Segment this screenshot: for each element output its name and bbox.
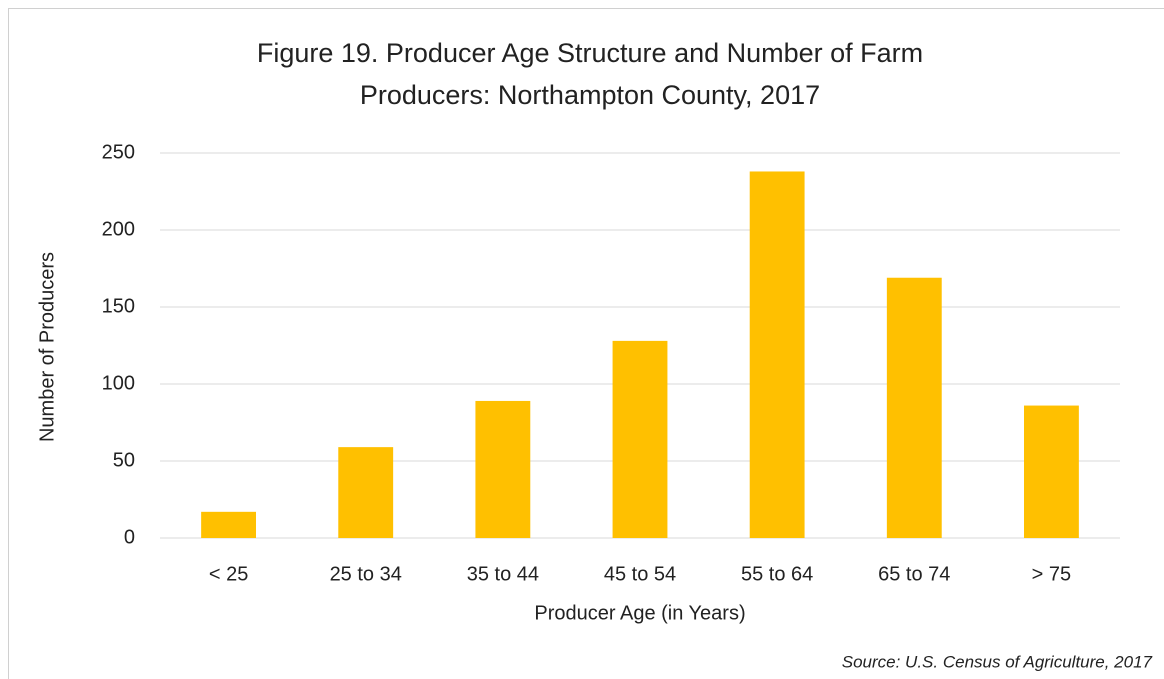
chart-title: Figure 19. Producer Age Structure and Nu…: [257, 38, 923, 68]
y-tick-label: 200: [102, 218, 135, 240]
frame: [8, 8, 1164, 679]
bar: [338, 447, 394, 538]
bar: [201, 511, 256, 538]
x-tick-label: 65 to 74: [878, 563, 950, 585]
x-axis-label: Producer Age (in Years): [534, 602, 745, 624]
chart-title: Producers: Northampton County, 2017: [360, 80, 820, 110]
bar: [1024, 405, 1079, 538]
x-tick-label: < 25: [209, 563, 248, 585]
bar: [749, 171, 805, 539]
bar: [886, 277, 942, 538]
y-tick-label: 50: [113, 449, 135, 471]
bar: [612, 340, 668, 538]
bar: [475, 400, 531, 538]
y-tick-label: 150: [102, 295, 135, 317]
x-tick-label: 35 to 44: [467, 563, 539, 585]
x-tick-label: 55 to 64: [741, 563, 813, 585]
source-note: Source: U.S. Census of Agriculture, 2017: [842, 652, 1153, 671]
y-tick-label: 250: [102, 141, 135, 163]
x-tick-label: 25 to 34: [330, 563, 402, 585]
x-tick-label: 45 to 54: [604, 563, 676, 585]
x-tick-label: > 75: [1032, 563, 1071, 585]
y-tick-label: 100: [102, 372, 135, 394]
y-axis-label: Number of Producers: [36, 252, 58, 442]
y-tick-label: 0: [124, 526, 135, 548]
